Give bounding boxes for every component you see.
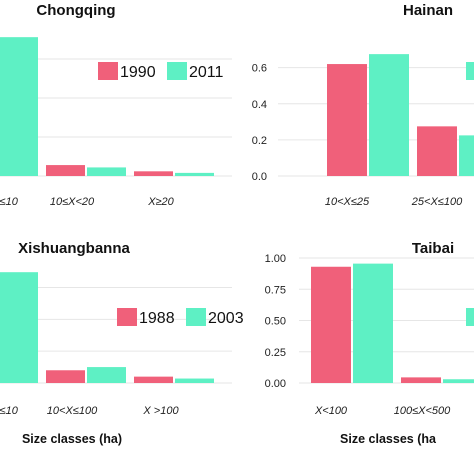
panel-title: Chongqing (36, 2, 115, 19)
legend-label: 1990 (120, 64, 156, 81)
panel-title: Hainan (403, 2, 453, 19)
legend-swatch (186, 308, 206, 326)
panel-taibai: 0.00 0.25 0.50 0.75 1.00 X<100 100≤X<500 Taibai… (265, 240, 474, 446)
bar-x-20-s2 (175, 172, 214, 176)
y-tick-label: 0.6 (252, 63, 267, 75)
y-tick-label: 0.25 (265, 347, 286, 359)
legend-swatch (117, 308, 137, 326)
panel-title: Taibai (412, 240, 454, 257)
bar-10-x-100-s1 (46, 370, 85, 383)
bar-100-x-500-s2 (443, 379, 474, 383)
y-tick-label: 0.0 (252, 171, 267, 183)
panel-xishuangbanna: X≤10 10<X≤100 X >100 Xishuangbanna 1988 2003 S… (0, 240, 244, 446)
legend-label: 2003 (208, 310, 244, 327)
bar-x-100-s2 (353, 263, 393, 383)
bar-10-x-20-s1 (46, 165, 85, 176)
y-tick-label: 1.00 (265, 253, 286, 265)
bar-25-x-100-s1 (417, 126, 457, 176)
category-label: 10<X≤25 (325, 196, 370, 208)
y-tick-label: 0.50 (265, 316, 286, 328)
category-label: 100≤X<500 (394, 405, 451, 417)
bar-10-x-25-s2 (369, 54, 409, 176)
legend-swatch (466, 62, 474, 80)
y-tick-label: 0.00 (265, 378, 286, 390)
panel-chongqing: X≤10 10≤X<20 X≥20 Chongqing 1990 2011 (0, 2, 232, 208)
y-tick-label: 0.4 (252, 99, 267, 111)
category-label: X≤10 (0, 196, 19, 208)
bar-x-10-s2 (0, 37, 38, 176)
bar-x-10-s2 (0, 272, 38, 383)
bar-10-x-20-s2 (87, 167, 126, 176)
bar-25-x-100-s2 (459, 135, 474, 176)
legend-label: 1988 (139, 310, 175, 327)
legend: 1990 2011 (98, 62, 224, 81)
bar-10-x-25-s1 (327, 64, 367, 176)
bar-x-100-s2 (175, 378, 214, 383)
category-label: X >100 (142, 405, 179, 417)
category-label: X≥20 (147, 196, 174, 208)
bar-10-x-100-s2 (87, 367, 126, 383)
category-label: 10<X≤100 (47, 405, 98, 417)
y-tick-label: 0.75 (265, 284, 286, 296)
legend-swatch (466, 308, 474, 326)
legend-swatch (98, 62, 118, 80)
x-axis-label: Size classes (ha (340, 432, 437, 446)
legend (466, 62, 474, 80)
legend-label: 2011 (189, 64, 224, 81)
bar-x-100-s1 (311, 266, 351, 383)
bar-x-100-s1 (134, 376, 173, 383)
bar-100-x-500-s1 (401, 377, 441, 383)
category-label: X≤10 (0, 405, 19, 417)
category-label: 25<X≤100 (411, 196, 463, 208)
legend: 1988 2003 (117, 308, 244, 327)
y-tick-label: 0.2 (252, 135, 267, 147)
category-label: X<100 (314, 405, 348, 417)
legend (466, 308, 474, 326)
x-axis-label: Size classes (ha) (22, 432, 122, 446)
panel-title: Xishuangbanna (18, 240, 130, 257)
bar-x-20-s1 (134, 171, 173, 176)
category-label: 10≤X<20 (50, 196, 95, 208)
legend-swatch (167, 62, 187, 80)
panel-hainan: 0.0 0.2 0.4 0.6 10<X≤25 25<X≤100 Hainan (252, 2, 474, 208)
